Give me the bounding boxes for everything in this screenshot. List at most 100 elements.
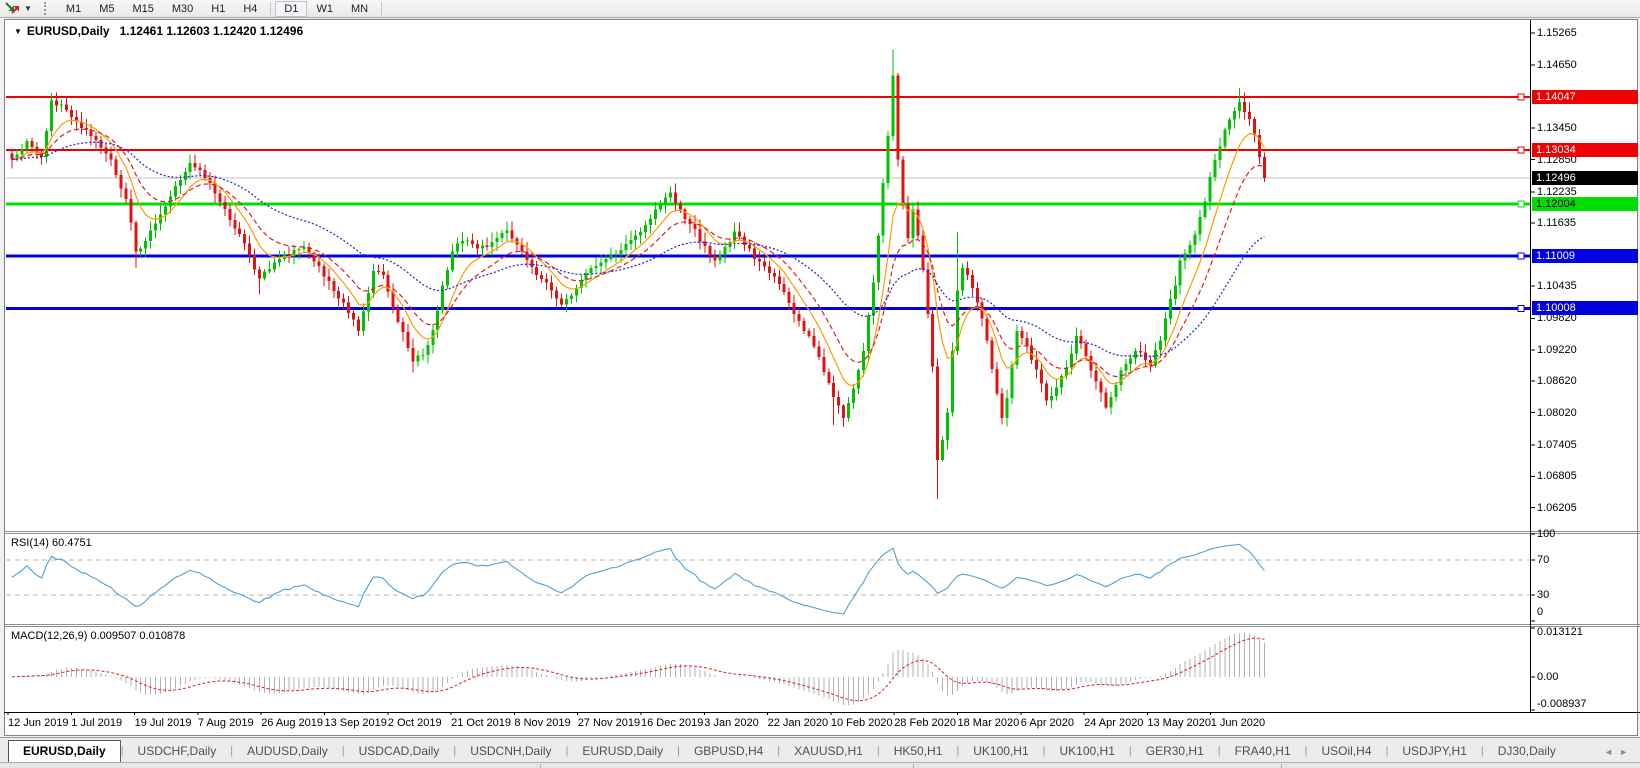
macd-axis-tick: -0.008937	[1537, 698, 1587, 710]
date-axis-label: 16 Dec 2019	[641, 717, 704, 729]
chart-tab-bar: EURUSD,Daily | USDCHF,Daily | AUDUSD,Daily | U…	[0, 737, 1640, 762]
chart-canvas[interactable]	[0, 0, 1640, 737]
date-axis-label: 27 Nov 2019	[577, 717, 641, 729]
date-axis-label: 22 Jan 2020	[767, 717, 829, 729]
chart-tab-13[interactable]: USOil,H4	[1321, 744, 1372, 758]
tab-separator: |	[341, 745, 345, 757]
price-level-tag[interactable]: 1.12004	[1532, 196, 1638, 211]
timeframe-button-m15[interactable]: M15	[132, 2, 154, 15]
rsi-label: RSI(14) 60.4751	[11, 537, 92, 549]
price-axis-tick: 1.07405	[1537, 438, 1577, 451]
current-price-tag: 1.12496	[1532, 171, 1638, 186]
timeframe-button-h1[interactable]: H1	[211, 2, 226, 15]
tab-separator: |	[1042, 745, 1046, 757]
indicators-icon[interactable]	[4, 1, 22, 16]
chart-tab-7[interactable]: XAUUSD,H1	[794, 744, 863, 758]
tab-separator: |	[677, 745, 680, 757]
date-axis-label: 26 Aug 2019	[261, 717, 323, 729]
price-axis-tick: 1.14650	[1537, 59, 1577, 72]
timeframe-button-h4[interactable]: H4	[243, 2, 258, 15]
collapse-triangle-icon[interactable]: ▼	[14, 27, 22, 36]
timeframe-button-m30[interactable]: M30	[171, 2, 194, 15]
tab-separator: |	[120, 745, 124, 757]
statusbar-separator	[913, 764, 914, 768]
price-level-tag[interactable]: 1.14047	[1532, 89, 1638, 104]
date-axis-label: 21 Oct 2019	[451, 717, 512, 729]
price-axis-tick: 1.10435	[1537, 280, 1577, 293]
price-axis-tick: 1.12235	[1537, 185, 1577, 198]
date-axis-label: 18 Mar 2020	[957, 717, 1020, 729]
price-level-tag[interactable]: 1.13034	[1532, 142, 1638, 157]
price-axis-tick: 1.09220	[1537, 343, 1577, 356]
date-axis-label: 10 Feb 2020	[830, 717, 893, 729]
tab-separator: |	[777, 745, 781, 757]
status-bar	[0, 762, 1640, 768]
tab-scroll-right-icon[interactable]: ►	[1619, 747, 1634, 757]
price-axis-tick: 1.11635	[1537, 217, 1576, 230]
chart-window	[4, 19, 1638, 736]
toolbar-dropdown-caret[interactable]: ▼	[24, 4, 32, 13]
ohlc-values: 1.12461 1.12603 1.12420 1.12496	[119, 24, 304, 38]
tab-separator: |	[1217, 745, 1221, 757]
price-axis-tick: 1.06805	[1537, 470, 1577, 483]
tab-separator: |	[876, 745, 880, 757]
toolbar-separator	[270, 2, 272, 15]
tab-separator: |	[1128, 745, 1132, 757]
timeframe-button-mn[interactable]: MN	[350, 2, 369, 15]
chart-tab-15[interactable]: DJ30,Daily	[1497, 744, 1556, 758]
toolbar-grip[interactable]	[43, 2, 47, 15]
chart-tab-1[interactable]: USDCHF,Daily	[137, 744, 217, 758]
date-axis-label: 3 Jan 2020	[704, 717, 759, 729]
chart-tab-10[interactable]: UK100,H1	[1059, 744, 1115, 758]
chart-tab-6[interactable]: GBPUSD,H4	[693, 744, 764, 758]
timeframe-button-m5[interactable]: M5	[99, 2, 115, 15]
chart-tab-2[interactable]: AUDUSD,Daily	[247, 744, 328, 758]
date-axis-label: 2 Oct 2019	[387, 717, 442, 729]
tab-separator: |	[453, 745, 457, 757]
macd-label: MACD(12,26,9) 0.009507 0.010878	[11, 630, 186, 642]
chart-tab-0[interactable]: EURUSD,Daily	[8, 740, 121, 762]
statusbar-separator	[1281, 764, 1282, 768]
rsi-axis-tick: 30	[1537, 588, 1550, 601]
price-level-tag[interactable]: 1.10008	[1532, 301, 1638, 316]
timeframe-button-m1[interactable]: M1	[65, 2, 82, 15]
tab-separator: |	[1304, 745, 1308, 757]
chart-tab-9[interactable]: UK100,H1	[973, 744, 1029, 758]
toolbar-separator	[381, 2, 383, 15]
timeframe-button-d1[interactable]: D1	[275, 0, 308, 17]
chart-tab-8[interactable]: HK50,H1	[893, 744, 943, 758]
chart-tab-4[interactable]: USDCNH,Daily	[470, 744, 552, 758]
macd-axis-tick: 0.013121	[1537, 626, 1583, 638]
date-axis-label: 1 Jun 2020	[1210, 717, 1266, 729]
date-axis-label: 12 Jun 2019	[8, 717, 69, 729]
tab-separator: |	[956, 745, 960, 757]
date-axis-label: 6 Apr 2020	[1020, 717, 1075, 729]
rsi-axis-tick: 70	[1537, 554, 1550, 567]
chart-tab-3[interactable]: USDCAD,Daily	[358, 744, 440, 758]
timeframe-buttons: M1 M5 M15 M30 H1 H4 D1 W1 MN	[57, 0, 386, 17]
price-axis-tick: 1.06205	[1537, 501, 1577, 514]
tab-separator: |	[1385, 745, 1389, 757]
symbol-label: EURUSD,Daily	[26, 24, 110, 38]
price-axis-tick: 1.08620	[1537, 375, 1577, 388]
date-axis-label: 19 Jul 2019	[134, 717, 192, 729]
date-axis-label: 13 Sep 2019	[324, 717, 387, 729]
chart-title: ▼ EURUSD,Daily 1.12461 1.12603 1.12420 1.1…	[14, 24, 303, 38]
price-level-tag[interactable]: 1.11009	[1532, 249, 1638, 263]
tab-separator: |	[565, 745, 569, 757]
statusbar-separator	[540, 764, 541, 768]
timeframe-button-w1[interactable]: W1	[316, 2, 333, 15]
date-axis-label: 7 Aug 2019	[197, 717, 254, 729]
date-axis-label: 24 Apr 2020	[1084, 717, 1144, 729]
chart-tab-5[interactable]: EURUSD,Daily	[582, 744, 664, 758]
chart-tab-14[interactable]: USDJPY,H1	[1402, 744, 1467, 758]
chart-tab-12[interactable]: FRA40,H1	[1234, 744, 1291, 758]
chart-tabs: EURUSD,Daily | USDCHF,Daily | AUDUSD,Daily | U…	[0, 738, 1570, 762]
tab-separator: |	[230, 745, 234, 757]
chart-tab-11[interactable]: GER30,H1	[1145, 744, 1204, 758]
tab-separator: |	[1480, 745, 1484, 757]
macd-axis-tick: 0.00	[1537, 670, 1559, 683]
rsi-axis-tick: 0	[1537, 606, 1544, 618]
toolbar: ▼ M1 M5 M15 M30 H1 H4 D1 W1 MN	[0, 0, 1640, 18]
tab-scroll-left-icon[interactable]: ◄	[1604, 747, 1620, 757]
